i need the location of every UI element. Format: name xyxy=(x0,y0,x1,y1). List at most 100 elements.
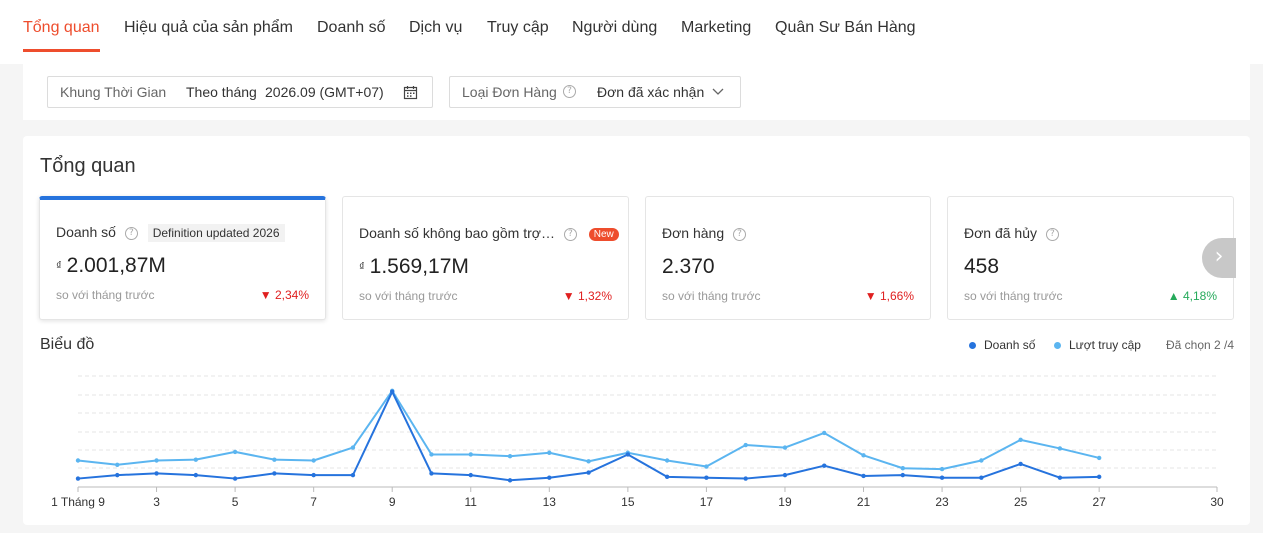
data-point xyxy=(586,470,591,475)
legend-label: Lượt truy cập xyxy=(1069,338,1141,352)
data-point xyxy=(547,450,552,455)
tab-sales[interactable]: Doanh số xyxy=(317,19,386,36)
overview-title: Tổng quan xyxy=(40,155,136,177)
tab-users[interactable]: Người dùng xyxy=(572,19,658,36)
time-range-picker[interactable]: Khung Thời Gian Theo tháng 2026.09 (GMT+… xyxy=(47,76,433,108)
help-icon[interactable]: ? xyxy=(563,85,576,98)
kpi-change: 1,66% xyxy=(879,289,914,303)
kpi-title: Đơn hàng xyxy=(662,225,725,241)
data-point xyxy=(861,473,866,479)
data-point xyxy=(547,475,552,480)
kpi-change: 4,18% xyxy=(1182,289,1217,303)
help-icon[interactable]: ? xyxy=(1045,227,1059,241)
tab-services[interactable]: Dịch vụ xyxy=(409,19,463,36)
data-point xyxy=(979,475,984,480)
x-tick-label: 3 xyxy=(153,495,160,509)
legend-dot xyxy=(1054,342,1061,350)
currency-symbol: ₫ xyxy=(359,261,365,274)
tab-traffic[interactable]: Truy cập xyxy=(487,19,549,36)
data-point xyxy=(468,452,473,457)
data-point xyxy=(939,466,945,472)
data-point xyxy=(900,472,905,478)
series-line xyxy=(77,389,1100,471)
data-point xyxy=(1018,461,1023,467)
calendar-icon[interactable] xyxy=(403,85,418,100)
data-point xyxy=(704,464,709,469)
x-tick-label: 13 xyxy=(543,495,557,509)
x-tick-label: 30 xyxy=(1210,495,1224,509)
data-point xyxy=(782,472,788,478)
data-point xyxy=(75,476,81,481)
kpi-card-orders[interactable]: Đơn hàng ? 2.370 so với tháng trước ▼ 1,… xyxy=(645,196,931,320)
help-icon[interactable]: ? xyxy=(733,227,747,241)
x-tick-label: 15 xyxy=(621,495,635,509)
x-tick-label: 23 xyxy=(935,495,949,509)
tab-marketing[interactable]: Marketing xyxy=(681,19,752,36)
kpi-card-sales[interactable]: Doanh số ? Definition updated 2026 ₫ 2.00… xyxy=(39,196,326,320)
kpi-title: Đơn đã hủy xyxy=(964,225,1038,241)
data-point xyxy=(1018,437,1023,443)
x-tick-label: 21 xyxy=(857,495,871,509)
x-tick-label: 1 Tháng 9 xyxy=(51,495,105,509)
new-badge: New xyxy=(588,227,619,241)
data-point xyxy=(586,459,591,464)
definition-badge: Definition updated 2026 xyxy=(147,224,285,243)
filter-bar: Khung Thời Gian Theo tháng 2026.09 (GMT+… xyxy=(23,64,1250,120)
help-icon[interactable]: ? xyxy=(563,227,577,241)
kpi-card-cancelled-orders[interactable]: Đơn đã hủy ? 458 so với tháng trước ▲ 4,… xyxy=(947,196,1234,320)
tab-product-performance[interactable]: Hiệu quả của sản phẩm xyxy=(124,19,293,36)
data-point xyxy=(193,472,199,478)
active-tab-indicator xyxy=(23,49,100,52)
kpi-value: 2.370 xyxy=(662,255,715,278)
next-kpi-button[interactable]: › xyxy=(1202,238,1236,278)
legend-item-sales[interactable]: Doanh số xyxy=(969,338,1035,352)
trend-down-icon: ▼ xyxy=(864,289,877,303)
series-line xyxy=(77,390,1100,482)
trend-up-icon: ▲ xyxy=(1167,289,1180,303)
data-point xyxy=(350,472,356,478)
data-point xyxy=(939,475,945,480)
data-point xyxy=(272,471,277,476)
data-point xyxy=(743,476,748,481)
kpi-title: Doanh số xyxy=(56,224,116,240)
kpi-value: 458 xyxy=(964,255,1000,278)
data-point xyxy=(1057,446,1063,451)
data-point xyxy=(350,445,356,450)
data-point xyxy=(664,458,670,463)
data-point xyxy=(154,471,159,476)
x-tick-label: 17 xyxy=(700,495,714,509)
top-navigation: Tổng quan Hiệu quả của sản phẩm Doanh số… xyxy=(0,0,1263,64)
chevron-down-icon xyxy=(712,88,724,95)
order-type-select[interactable]: Loại Đơn Hàng ? Đơn đã xác nhận xyxy=(449,76,741,108)
data-point xyxy=(193,457,199,462)
chart-title: Biểu đồ xyxy=(40,336,95,353)
data-point xyxy=(390,389,395,394)
data-point xyxy=(979,458,984,463)
kpi-card-sales-excl-subsidy[interactable]: Doanh số không bao gồm trợ… ? New ₫ 1.569… xyxy=(342,196,629,320)
tab-sales-advisor[interactable]: Quân Sư Bán Hàng xyxy=(775,19,916,36)
data-point xyxy=(1096,474,1102,480)
data-point xyxy=(311,472,316,478)
kpi-value: 2.001,87M xyxy=(66,254,166,277)
data-point xyxy=(861,453,866,458)
legend-item-visits[interactable]: Lượt truy cập xyxy=(1054,338,1141,352)
x-tick-label: 25 xyxy=(1014,495,1028,509)
data-point xyxy=(743,442,748,448)
kpi-value: 1.569,17M xyxy=(369,255,469,278)
x-tick-label: 9 xyxy=(389,495,396,509)
tab-overview[interactable]: Tổng quan xyxy=(23,19,100,36)
data-point xyxy=(154,458,159,463)
help-icon[interactable]: ? xyxy=(124,226,138,240)
data-point xyxy=(822,463,827,468)
data-point xyxy=(625,452,631,457)
trend-down-icon: ▼ xyxy=(562,289,575,303)
data-point xyxy=(507,478,513,483)
overview-card: Tổng quan Doanh số ? Definition updated … xyxy=(23,136,1250,525)
data-point xyxy=(232,449,238,455)
time-range-value: 2026.09 (GMT+07) xyxy=(265,84,384,100)
data-point xyxy=(429,471,434,476)
selected-metrics-count[interactable]: Đã chọn 2 /4 xyxy=(1166,338,1235,352)
currency-symbol: ₫ xyxy=(56,260,62,273)
data-point xyxy=(664,474,670,480)
data-point xyxy=(822,430,827,436)
